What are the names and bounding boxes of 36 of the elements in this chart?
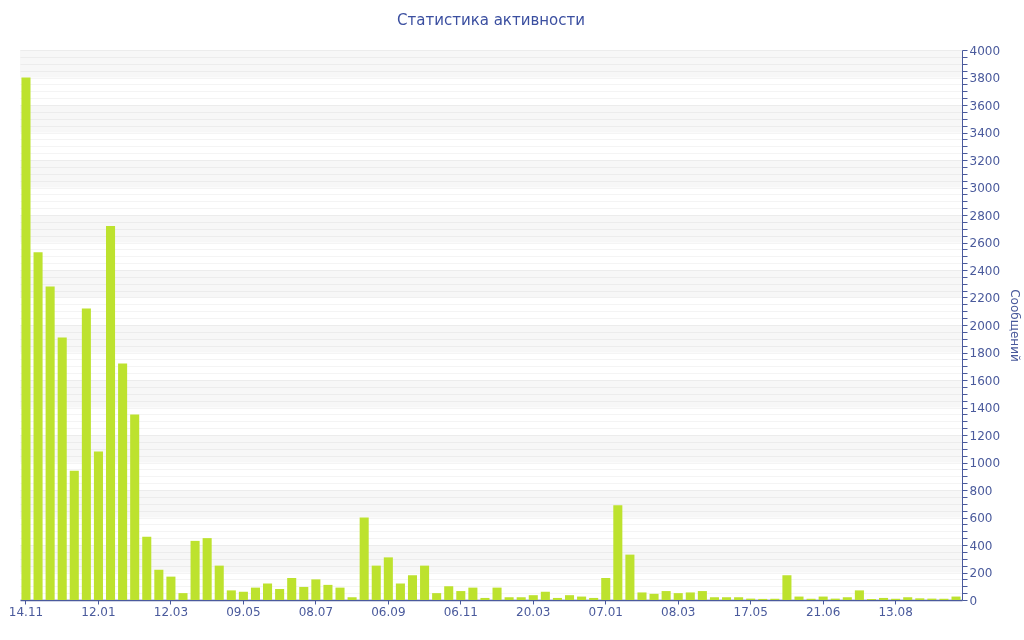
y-tick-label: 3400 xyxy=(969,126,1001,140)
y-tick-label: 2000 xyxy=(969,318,1001,333)
y-tick-label: 0 xyxy=(969,593,978,608)
chart-title: Статистика активности xyxy=(397,11,585,29)
y-tick-label: 1000 xyxy=(969,456,1001,470)
y-tick-label: 400 xyxy=(969,538,993,553)
y-tick-label: 200 xyxy=(969,566,993,580)
y-tick-label: 2600 xyxy=(969,236,1001,250)
x-tick-label: 07.01 xyxy=(588,604,623,619)
y-tick-label: 3600 xyxy=(969,98,1001,113)
x-tick-label: 20.03 xyxy=(516,604,551,619)
y-tick-label: 2200 xyxy=(969,291,1001,305)
x-tick-label: 14.11 xyxy=(8,604,44,619)
x-tick-label: 21.06 xyxy=(805,604,841,619)
x-tick-label: 08.07 xyxy=(298,604,334,619)
y-tick-label: 2800 xyxy=(969,208,1001,223)
x-tick-label: 09.05 xyxy=(226,604,261,619)
y-tick-label: 1200 xyxy=(969,428,1001,443)
x-tick-label: 06.09 xyxy=(371,604,406,619)
y-tick-label: 1600 xyxy=(969,373,1001,388)
y-tick-label: 4000 xyxy=(969,43,1001,58)
y-tick-label: 2400 xyxy=(969,263,1001,278)
y-tick-label: 800 xyxy=(969,483,993,498)
y-tick-label: 3800 xyxy=(969,71,1001,85)
y-tick-label: 600 xyxy=(969,511,993,525)
y-tick-label: 1400 xyxy=(969,401,1001,415)
y-tick-label: 1800 xyxy=(969,346,1001,360)
x-tick-label: 08.03 xyxy=(661,604,696,619)
x-tick-label: 12.01 xyxy=(81,604,116,619)
x-tick-label: 13.08 xyxy=(878,604,913,619)
x-tick-label: 12.03 xyxy=(153,604,189,619)
y-tick-label: 3200 xyxy=(969,153,1001,168)
x-tick-label: 06.11 xyxy=(443,604,478,619)
x-tick-label: 17.05 xyxy=(733,604,768,619)
y-axis-title: Сообщений xyxy=(1008,289,1023,362)
y-tick-label: 3000 xyxy=(969,181,1001,195)
